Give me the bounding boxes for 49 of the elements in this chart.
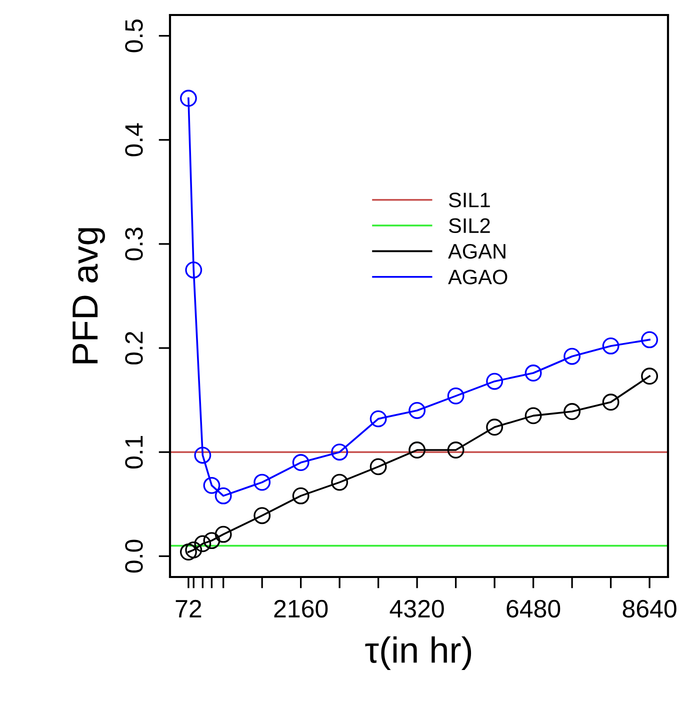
point	[331, 474, 348, 491]
point	[408, 442, 426, 459]
point	[447, 442, 464, 459]
point	[194, 446, 212, 464]
point	[564, 403, 581, 420]
point	[486, 372, 504, 390]
point	[564, 348, 581, 365]
point	[254, 507, 271, 524]
point	[214, 526, 232, 543]
point	[292, 487, 310, 504]
point	[370, 458, 387, 476]
y-tick-label: 0.5	[125, 19, 143, 52]
legend-label: SIL2	[448, 218, 490, 234]
point	[254, 474, 271, 491]
legend-label: AGAO	[448, 270, 508, 284]
point	[185, 541, 202, 558]
point	[447, 387, 464, 404]
y-tick-label: 0.3	[125, 228, 143, 260]
point	[524, 407, 542, 424]
x-tick-label: 6480	[506, 600, 560, 618]
point	[602, 394, 620, 411]
x-axis-title: τ(in hr)	[365, 636, 472, 670]
y-tick-label: 0.1	[125, 436, 143, 469]
point	[185, 262, 202, 278]
point	[180, 544, 197, 560]
x-tick-label: 4320	[390, 600, 444, 618]
point	[214, 487, 232, 504]
point	[486, 418, 504, 436]
x-tick-label: 2160	[274, 600, 328, 618]
point	[203, 476, 220, 494]
legend-label: AGAN	[448, 244, 506, 259]
legend-label: SIL1	[448, 192, 490, 208]
y-axis-title: PFD avg	[72, 228, 106, 364]
point	[370, 410, 387, 428]
point	[408, 402, 426, 419]
y-tick-label: 0.2	[125, 332, 143, 364]
point	[292, 454, 310, 471]
y-tick-label: 0.4	[125, 123, 143, 156]
point	[641, 368, 658, 385]
point	[203, 532, 220, 550]
point	[602, 337, 620, 354]
point	[641, 331, 658, 348]
point	[194, 535, 212, 552]
point	[524, 364, 542, 382]
x-tick-label: 72	[176, 600, 202, 618]
point	[180, 90, 197, 107]
point	[331, 444, 348, 461]
x-tick-label: 8640	[622, 600, 676, 618]
y-tick-label: 0.0	[125, 540, 143, 573]
